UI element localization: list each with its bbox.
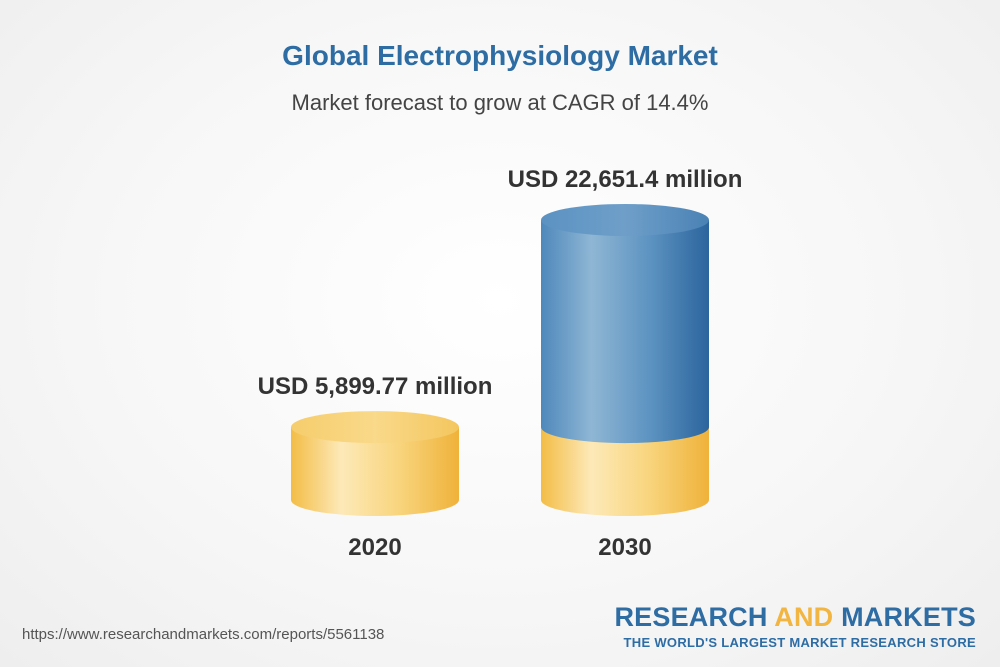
bar-top-cap — [541, 204, 709, 236]
source-url[interactable]: https://www.researchandmarkets.com/repor… — [22, 626, 385, 643]
brand-name: RESEARCH AND MARKETS — [614, 602, 976, 633]
brand-logo: RESEARCH AND MARKETS THE WORLD'S LARGEST… — [614, 602, 976, 650]
data-label: USD 22,651.4 million — [508, 166, 743, 193]
bar-chart: USD 5,899.77 million 2020 USD 22,651.4 mil… — [258, 166, 743, 561]
bar-base-segment — [291, 427, 459, 516]
brand-name-accent: AND — [774, 602, 834, 632]
brand-name-part3: MARKETS — [833, 602, 976, 632]
brand-tagline: THE WORLD'S LARGEST MARKET RESEARCH STOR… — [623, 635, 976, 650]
bar-growth-segment — [541, 220, 709, 444]
bar-2020 — [291, 411, 459, 516]
brand-name-part1: RESEARCH — [614, 602, 775, 632]
bar-2030 — [541, 204, 709, 516]
bar-base-segment — [541, 427, 709, 516]
category-label: 2020 — [348, 534, 401, 561]
chart-subtitle: Market forecast to grow at CAGR of 14.4% — [291, 90, 709, 115]
data-label: USD 5,899.77 million — [258, 373, 493, 400]
chart-title: Global Electrophysiology Market — [282, 40, 718, 71]
bar-top-cap — [291, 411, 459, 444]
category-label: 2030 — [598, 534, 651, 561]
